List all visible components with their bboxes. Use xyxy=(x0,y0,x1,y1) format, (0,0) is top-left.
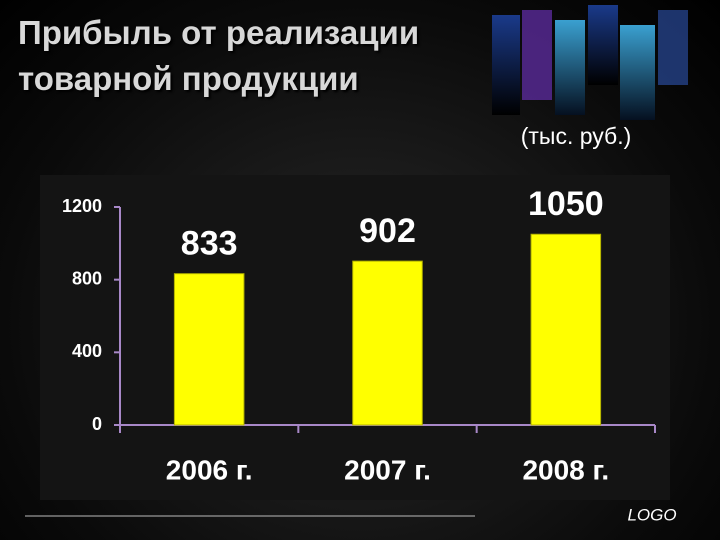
subtitle: (тыс. руб.) xyxy=(521,123,632,149)
y-tick-label: 0 xyxy=(92,414,102,434)
data-label: 833 xyxy=(181,225,238,263)
x-tick-label: 2006 г. xyxy=(166,454,253,485)
y-tick-label: 800 xyxy=(72,268,102,288)
x-tick-label: 2007 г. xyxy=(344,454,431,485)
decoration xyxy=(492,5,688,120)
chart-title: Прибыль от реализации товарной продукции xyxy=(18,14,420,97)
y-tick-label: 1200 xyxy=(62,196,102,216)
data-label: 1050 xyxy=(528,185,604,223)
data-label: 902 xyxy=(359,212,416,250)
logo: LOGO xyxy=(627,505,676,524)
bar xyxy=(530,233,602,426)
y-tick-label: 400 xyxy=(72,341,102,361)
bar xyxy=(352,260,423,426)
x-tick-label: 2008 г. xyxy=(522,454,609,485)
bar xyxy=(173,273,245,426)
